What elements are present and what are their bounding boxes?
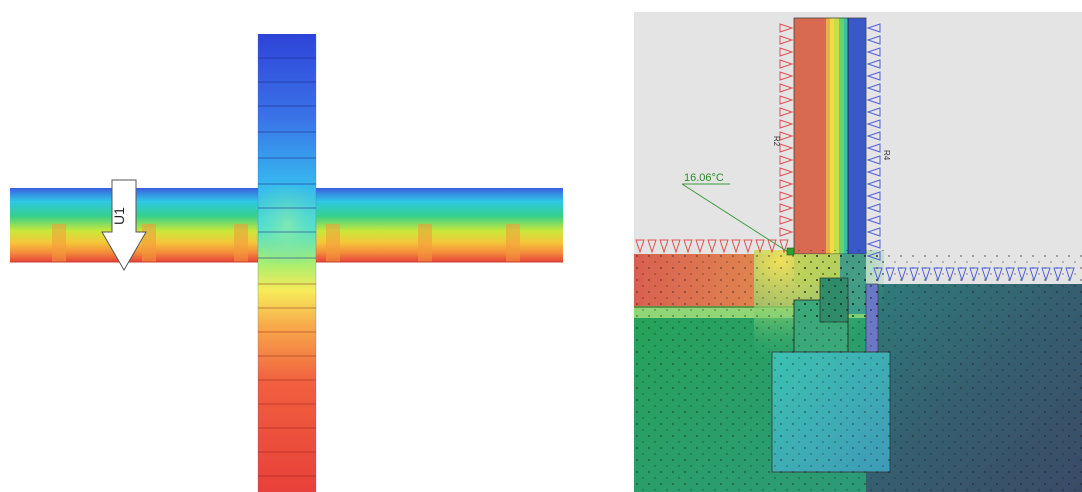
right-thermal-svg: R2 R4 16.06°C: [634, 12, 1082, 492]
boundary-label-r2: R2: [772, 136, 781, 147]
thermal-simulation-right: R2 R4 16.06°C: [634, 0, 1082, 492]
cold-boundary-markers: [866, 23, 881, 261]
temperature-value: 16.06°C: [684, 172, 724, 184]
u1-label: U1: [111, 207, 127, 225]
cold-ground-markers: [873, 267, 1075, 282]
wall-courses: [258, 57, 316, 259]
thermal-cross-section-left: U1: [10, 34, 563, 492]
warm-boundary-markers: [779, 23, 794, 237]
boundary-label-r4: R4: [882, 150, 891, 161]
wall-layers: [793, 17, 867, 255]
temperature-callout: 16.06°C: [681, 172, 795, 256]
left-thermal-svg: U1: [10, 34, 563, 492]
u1-arrow-marker: U1: [101, 179, 147, 271]
warm-floor-markers: [635, 239, 789, 254]
